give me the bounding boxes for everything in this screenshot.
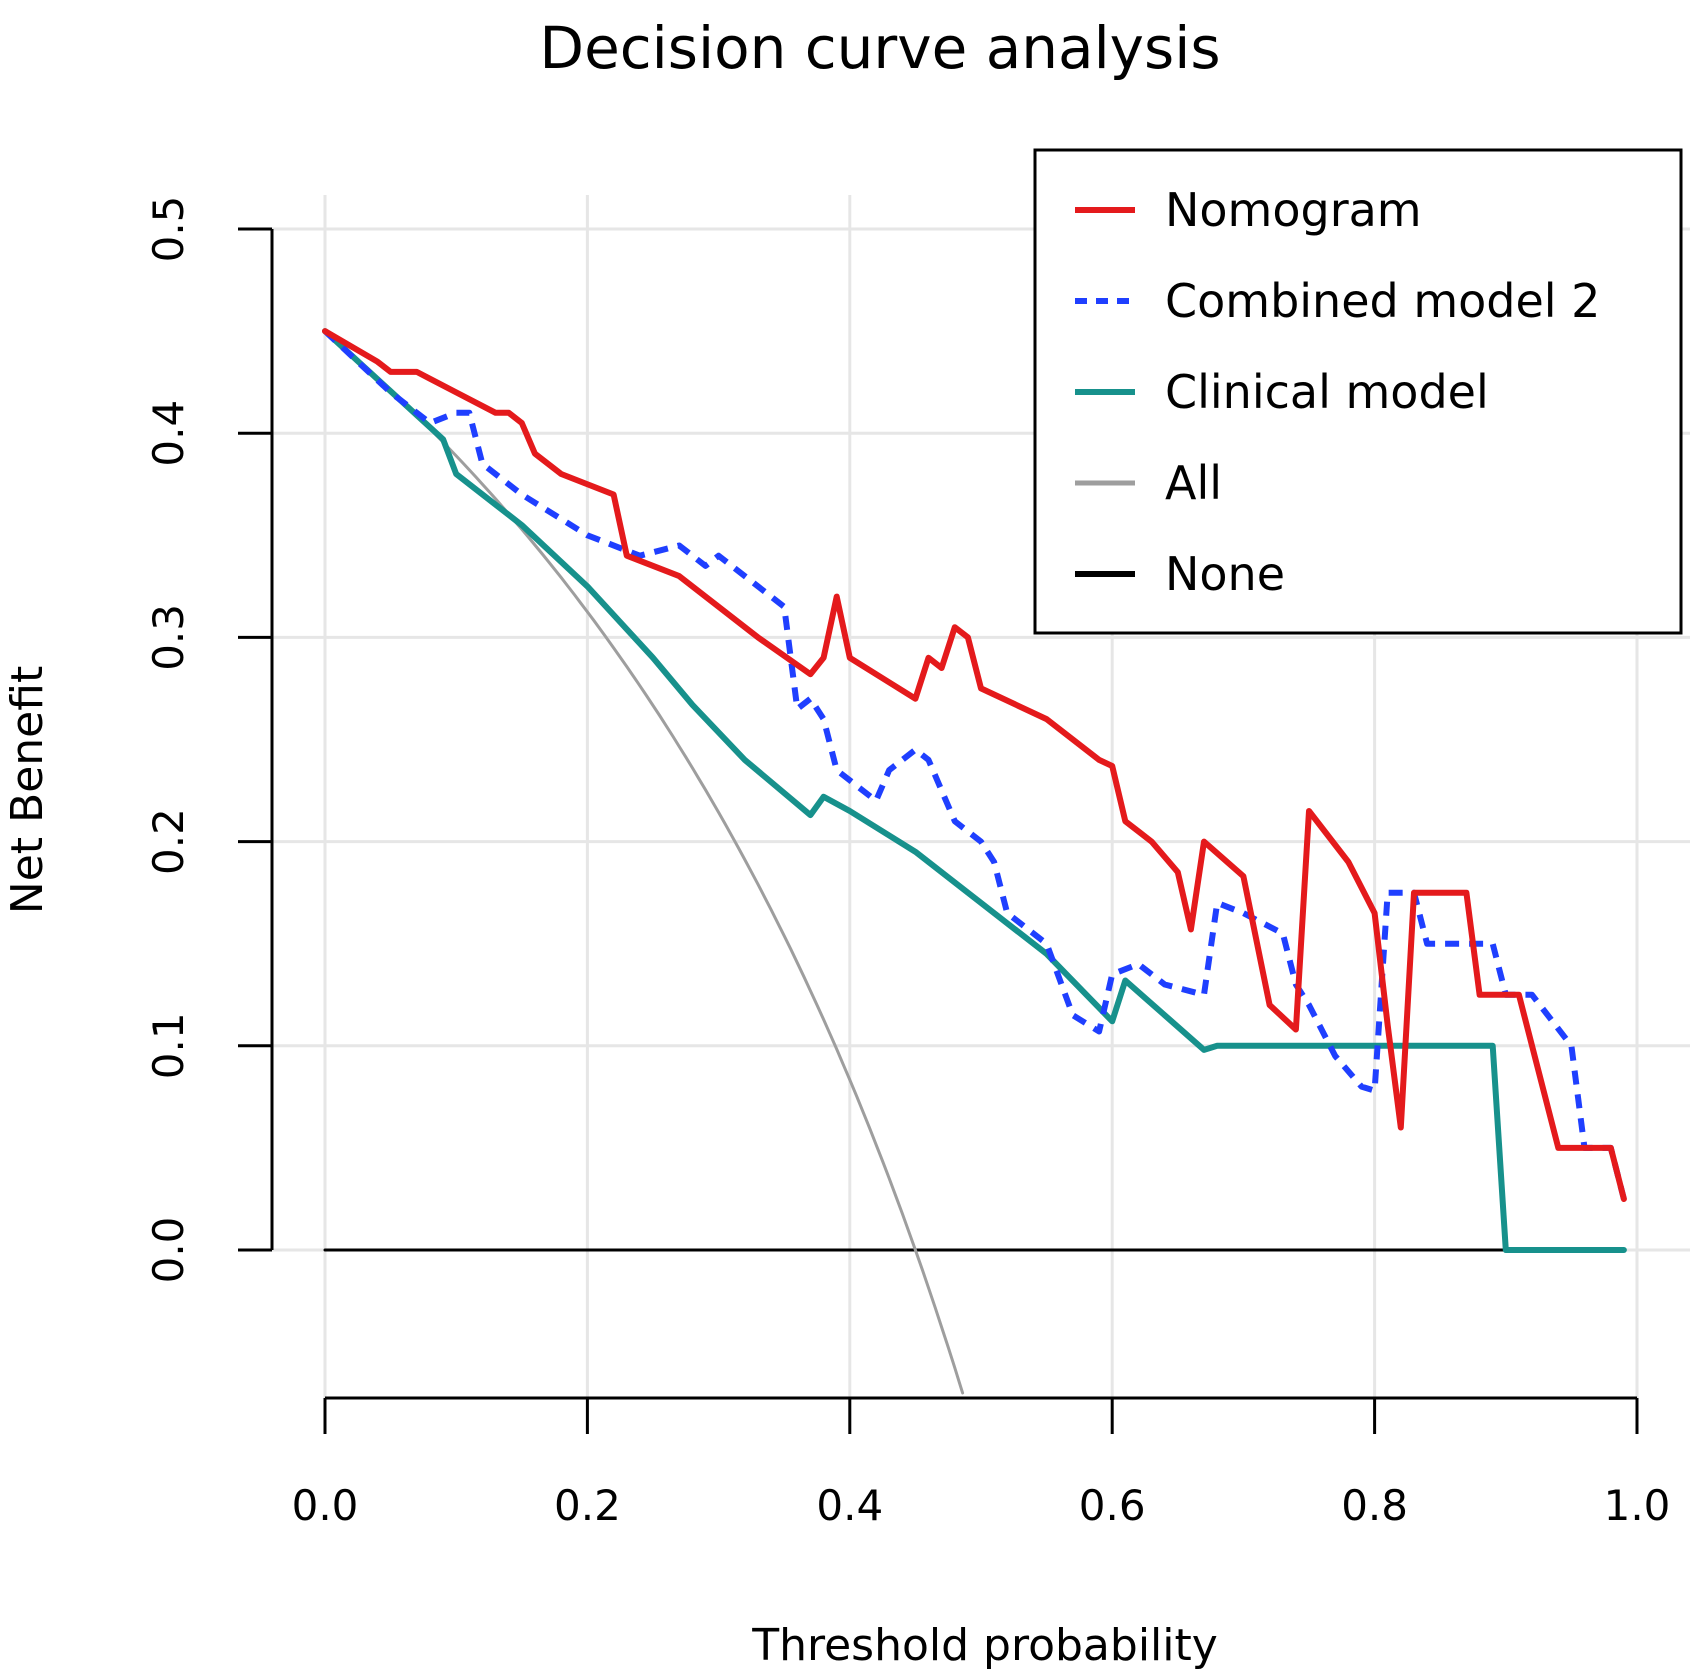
- x-tick-label-3: 0.6: [1079, 1481, 1146, 1530]
- series-lines: [322, 328, 1627, 1395]
- y-axis-ticks: 0.0 0.1 0.2 0.3 0.4 0.5: [144, 196, 272, 1284]
- series-line-combined-model-2: [322, 328, 1627, 1200]
- chart-title: Decision curve analysis: [539, 14, 1220, 82]
- series-line-nomogram: [322, 328, 1627, 1202]
- x-tick-label-1: 0.2: [554, 1481, 621, 1530]
- x-tick-label-2: 0.4: [816, 1481, 883, 1530]
- y-tick-label-4: 0.4: [144, 400, 193, 467]
- legend-label-clinical-model: Clinical model: [1165, 365, 1489, 419]
- y-tick-label-5: 0.5: [144, 196, 193, 263]
- x-tick-label-5: 1.0: [1604, 1481, 1671, 1530]
- y-tick-label-2: 0.2: [144, 808, 193, 875]
- series-line-all: [323, 329, 965, 1395]
- legend-label-all: All: [1165, 456, 1222, 510]
- y-tick-label-0: 0.0: [144, 1217, 193, 1284]
- x-axis-ticks: 0.0 0.2 0.4 0.6 0.8 1.0: [292, 1398, 1671, 1530]
- legend-box: [1033, 148, 1683, 635]
- y-tick-label-3: 0.3: [144, 604, 193, 671]
- axes: [270, 229, 1637, 1400]
- series-line-clinical-model: [322, 328, 1627, 1253]
- x-axis-label: Threshold probability: [751, 1620, 1218, 1671]
- x-tick-label-4: 0.8: [1341, 1481, 1408, 1530]
- x-tick-label-0: 0.0: [292, 1481, 359, 1530]
- y-axis-label: Net Benefit: [2, 666, 53, 914]
- legend-label-combined-model-2: Combined model 2: [1165, 274, 1600, 328]
- legend-label-none: None: [1165, 547, 1285, 601]
- legend: Nomogram Combined model 2 Clinical model Al…: [1033, 148, 1683, 635]
- legend-label-nomogram: Nomogram: [1165, 183, 1422, 237]
- y-tick-label-1: 0.1: [144, 1012, 193, 1079]
